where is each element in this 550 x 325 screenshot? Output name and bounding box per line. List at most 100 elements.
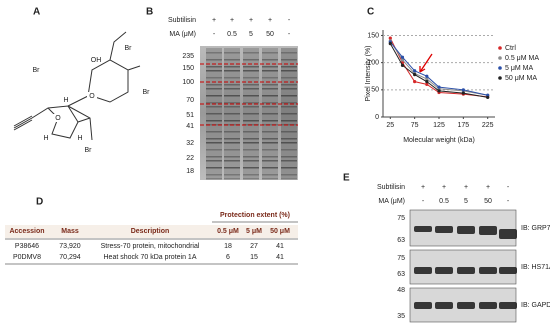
gel-band	[262, 52, 278, 54]
data-point	[486, 95, 490, 100]
atom-bg	[41, 134, 51, 142]
treatment: +	[212, 17, 216, 24]
gel-band	[281, 59, 297, 61]
mw-marker: 75	[397, 255, 405, 262]
gel-band	[224, 84, 240, 86]
treatment: +	[464, 184, 468, 191]
table-cell: 15	[250, 254, 258, 261]
gel-band	[262, 178, 278, 180]
gel-band	[206, 142, 222, 144]
x-tick-label: 175	[458, 122, 470, 129]
atom-label: H	[77, 135, 82, 142]
gel-band	[262, 88, 278, 90]
table-cell: P38646	[15, 243, 39, 250]
gel-band	[224, 131, 240, 133]
mw-marker: 48	[397, 287, 405, 294]
gel-band	[206, 138, 222, 140]
dose: -	[213, 31, 216, 38]
data-point	[388, 41, 392, 46]
table-cell: 73,920	[59, 243, 81, 250]
gel-band	[243, 174, 259, 176]
gel-band	[206, 113, 222, 115]
gel-band	[243, 70, 259, 72]
gel-band	[262, 142, 278, 144]
gel-band	[262, 160, 278, 162]
gel-band	[206, 106, 222, 108]
atom-label: O	[89, 93, 95, 100]
x-tick-label: 25	[386, 122, 394, 129]
blot-band	[414, 302, 432, 309]
legend-marker	[498, 56, 502, 60]
gel-band	[281, 70, 297, 72]
gel-band	[243, 77, 259, 79]
gel-band	[262, 106, 278, 108]
data-point	[425, 82, 429, 86]
gel-band	[281, 156, 297, 158]
gel-band	[243, 167, 259, 169]
table-cell: P0DMV8	[13, 254, 41, 261]
table-cell: 27	[250, 243, 258, 250]
gel-band	[262, 84, 278, 86]
gel-band	[206, 95, 222, 97]
atom-bg	[61, 96, 71, 104]
mw-marker: 18	[186, 168, 194, 175]
gel-band	[224, 113, 240, 115]
table-cell: 6	[226, 254, 230, 261]
blot-band	[435, 267, 453, 274]
table-cell: Stress-70 protein, mitochondrial	[101, 243, 200, 250]
gel-band	[243, 59, 259, 61]
gel-band	[281, 102, 297, 104]
gel-band	[243, 156, 259, 158]
gel-band	[281, 138, 297, 140]
gel-band	[262, 138, 278, 140]
legend-label: 5 μM MA	[505, 65, 533, 72]
gel-band	[262, 120, 278, 122]
gel-band	[206, 174, 222, 176]
legend-label: 0.5 μM MA	[505, 55, 539, 62]
gel-band	[243, 88, 259, 90]
legend-label: 50 μM MA	[505, 75, 537, 82]
atom-bg	[31, 66, 41, 74]
gel-band	[224, 66, 240, 68]
gel-band	[262, 66, 278, 68]
gel-band	[262, 167, 278, 169]
dose: 5	[249, 31, 253, 38]
treatment: +	[486, 184, 490, 191]
dose: -	[288, 31, 291, 38]
dose-label: MA (μM)	[169, 31, 196, 38]
mw-marker: 63	[397, 237, 405, 244]
gel-band	[243, 178, 259, 180]
gel-band	[243, 106, 259, 108]
gel-band	[224, 95, 240, 97]
treatment: -	[507, 184, 510, 191]
column-header: 50 μM	[270, 228, 290, 235]
gel-band	[206, 70, 222, 72]
data-point	[400, 58, 405, 62]
gel-band	[281, 84, 297, 86]
gel-reference-lines	[200, 63, 298, 126]
gel-band	[243, 52, 259, 54]
gel-band	[281, 142, 297, 144]
gel-band	[206, 59, 222, 61]
gel-band	[281, 174, 297, 176]
mw-marker: 41	[186, 123, 194, 130]
gel-band	[224, 167, 240, 169]
gel-band	[281, 95, 297, 97]
gel-band	[224, 59, 240, 61]
gel-band	[224, 156, 240, 158]
gel-band	[206, 149, 222, 151]
antibody-label: IB: HS71A	[521, 264, 550, 271]
mw-marker: 75	[397, 215, 405, 222]
x-tick-label: 125	[433, 122, 445, 129]
data-point	[437, 85, 441, 89]
molecule-skeleton	[13, 31, 141, 141]
atom-bg	[87, 92, 97, 100]
dose: 5	[464, 198, 468, 205]
atom-bg	[123, 44, 133, 52]
gel-band	[262, 131, 278, 133]
dose: 50	[266, 31, 274, 38]
blot-band	[457, 226, 475, 234]
data-point	[425, 77, 429, 81]
mw-marker: 70	[186, 97, 194, 104]
gel-band	[206, 84, 222, 86]
